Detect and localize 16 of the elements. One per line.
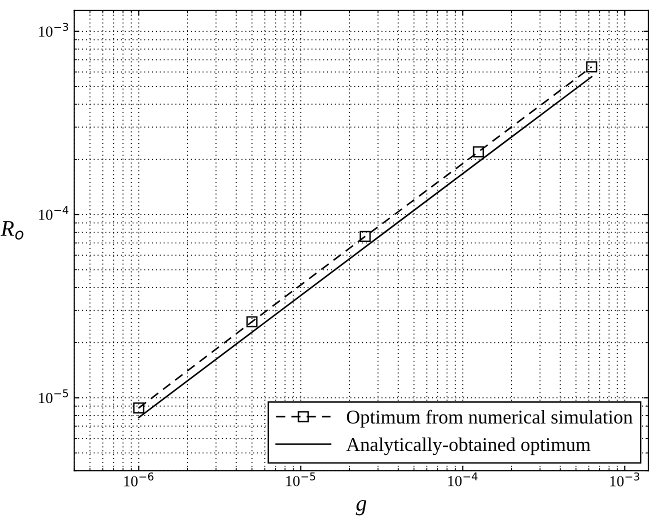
y-tick-label: 10$^{−4}$ xyxy=(39,206,68,220)
x-tick-label: 10$^{−6}$ xyxy=(124,472,154,486)
point xyxy=(586,61,598,72)
y-axis-title: R$_{o}$ xyxy=(0,221,24,240)
x-axis-title: g xyxy=(356,500,366,516)
legend-label: Analytically-obtained optimum xyxy=(346,437,590,456)
x-tick-label: 10$^{−5}$ xyxy=(286,472,316,486)
legend-label: Optimum from numerical simulation xyxy=(346,410,633,428)
y-tick-label: 10$^{−3}$ xyxy=(39,22,68,37)
point xyxy=(133,402,144,414)
x-tick-label: 10$^{−4}$ xyxy=(448,472,478,486)
point xyxy=(360,230,371,242)
point xyxy=(472,146,484,158)
y-tick-label: 10$^{−5}$ xyxy=(39,389,68,404)
x-tick-label: 10$^{−3}$ xyxy=(610,472,640,486)
point xyxy=(246,316,258,328)
